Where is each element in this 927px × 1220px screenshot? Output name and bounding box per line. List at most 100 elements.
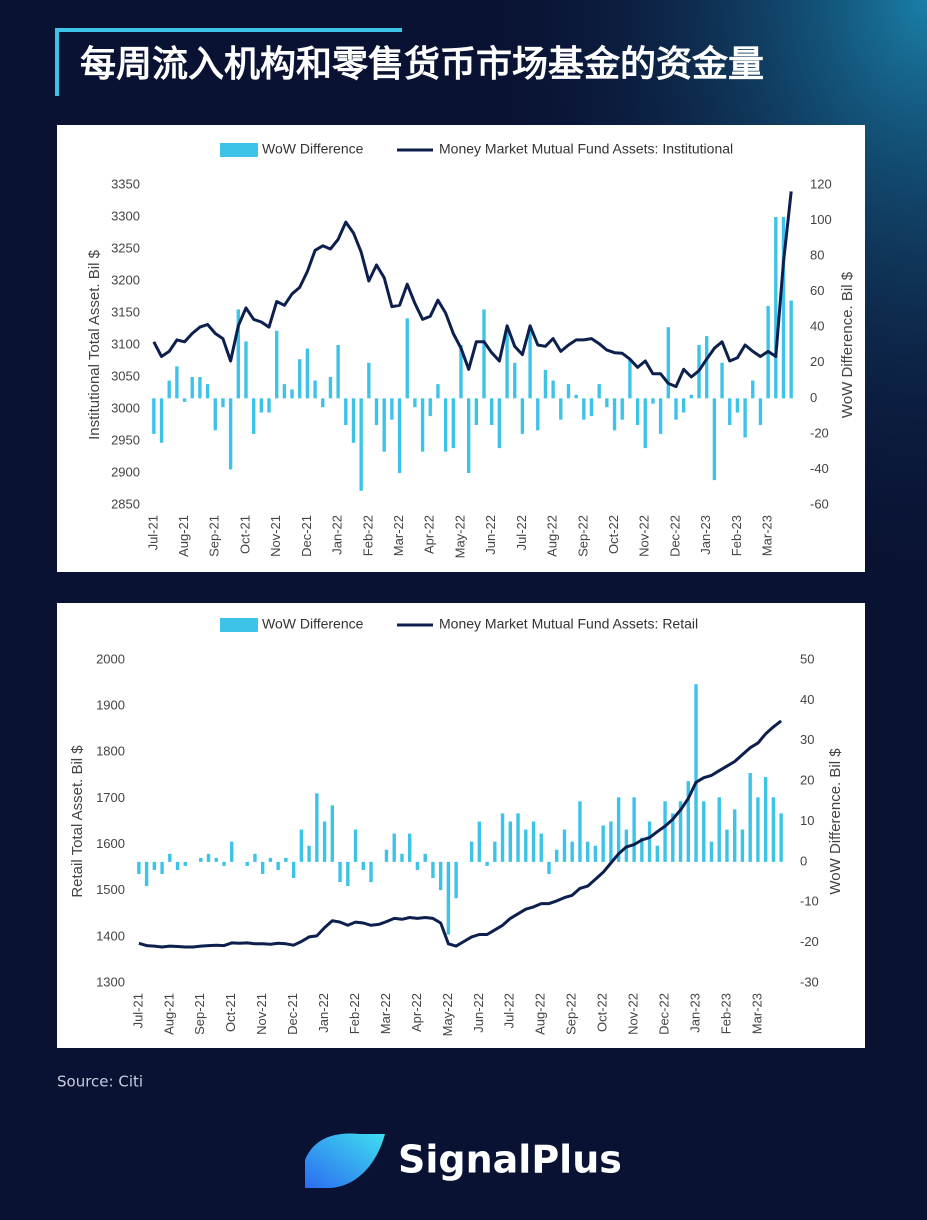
y-tick-label: 1800: [96, 744, 125, 759]
bar: [482, 309, 486, 399]
legend-label: WoW Difference: [262, 616, 364, 632]
x-tick-label: Aug-22: [533, 993, 548, 1035]
line: [152, 191, 793, 389]
bar: [251, 398, 256, 434]
y-tick-label: 1300: [96, 974, 125, 989]
bar: [689, 394, 694, 399]
bar: [702, 801, 706, 862]
bar: [674, 398, 678, 420]
x-tick-label: Oct-22: [606, 515, 621, 554]
bar: [167, 380, 171, 399]
legend-swatch: [220, 618, 258, 632]
bar: [671, 813, 675, 862]
bar: [413, 398, 417, 408]
y-tick-label: 2900: [111, 464, 140, 479]
bar: [651, 398, 655, 404]
x-tick-label: Sep-22: [575, 515, 590, 557]
x-tick-label: Aug-21: [176, 515, 191, 557]
bar: [516, 813, 520, 862]
bar: [290, 389, 294, 399]
bar: [346, 861, 350, 887]
bar: [725, 829, 729, 862]
bar: [751, 380, 755, 399]
bar: [513, 362, 517, 399]
bar: [431, 861, 435, 879]
bar: [758, 398, 763, 425]
bar: [198, 377, 202, 399]
y2-tick-label: 30: [800, 732, 814, 747]
x-tick-label: Jun-22: [483, 515, 498, 555]
bar: [230, 841, 234, 862]
bar: [490, 398, 494, 425]
y2-tick-label: 50: [800, 651, 814, 666]
bar: [374, 398, 379, 425]
y-tick-label: 3200: [111, 272, 140, 287]
x-tick-label: May-22: [440, 993, 455, 1036]
bar: [528, 327, 532, 399]
bar: [298, 359, 302, 399]
bar: [505, 327, 509, 399]
bar: [543, 369, 548, 399]
bar: [771, 797, 776, 862]
bar: [351, 398, 356, 443]
bar: [199, 857, 203, 862]
logo-icon: [305, 1133, 385, 1188]
bar: [658, 398, 663, 434]
x-tick-label: Dec-21: [299, 515, 314, 557]
x-tick-label: Sep-21: [207, 515, 222, 557]
y-axis-title: Institutional Total Asset. Bil $: [86, 249, 103, 439]
bar: [582, 398, 586, 420]
x-tick-label: Dec-22: [667, 515, 682, 557]
bar: [137, 861, 141, 874]
x-tick-label: Jul-21: [130, 993, 145, 1028]
bar: [789, 300, 793, 399]
bar: [663, 801, 667, 862]
bar: [559, 398, 563, 420]
bar: [547, 861, 551, 874]
bar: [635, 398, 640, 425]
bar: [144, 861, 149, 887]
y-tick-label: 1500: [96, 882, 125, 897]
bar: [190, 377, 194, 399]
y2-tick-label: 100: [810, 212, 832, 227]
bar: [276, 861, 280, 870]
x-tick-label: Jul-22: [502, 993, 517, 1028]
bar: [321, 398, 325, 408]
bar: [570, 841, 574, 862]
x-tick-label: Aug-22: [545, 515, 560, 557]
bar: [493, 841, 497, 862]
x-tick-label: Feb-23: [718, 993, 733, 1034]
bar: [152, 398, 156, 434]
bar: [454, 861, 458, 899]
x-tick-label: Jun-22: [471, 993, 486, 1033]
bar: [536, 398, 540, 431]
legend-label: WoW Difference: [262, 141, 364, 157]
bar: [328, 377, 333, 399]
bar: [681, 398, 686, 413]
x-tick-label: Jul-22: [514, 515, 529, 550]
y-tick-label: 3050: [111, 368, 140, 383]
bar: [307, 845, 311, 862]
y2-tick-label: 120: [810, 176, 832, 191]
bar: [524, 829, 528, 862]
bar: [740, 829, 745, 862]
bar: [282, 384, 287, 399]
bar: [539, 833, 543, 862]
bar: [632, 797, 636, 862]
bar: [390, 398, 394, 420]
bar: [175, 366, 179, 399]
bar: [705, 336, 709, 399]
bar: [717, 797, 721, 862]
bar: [253, 853, 257, 862]
y2-tick-label: -20: [810, 425, 829, 440]
x-tick-label: Dec-21: [285, 993, 300, 1035]
x-tick-label: Feb-23: [729, 515, 744, 556]
bar: [485, 861, 489, 866]
x-tick-label: Nov-22: [626, 993, 641, 1035]
y2-tick-label: -30: [800, 974, 819, 989]
bar: [268, 857, 273, 862]
bar: [585, 841, 590, 862]
bar: [236, 309, 240, 399]
bar: [728, 398, 732, 425]
bar: [214, 857, 218, 862]
